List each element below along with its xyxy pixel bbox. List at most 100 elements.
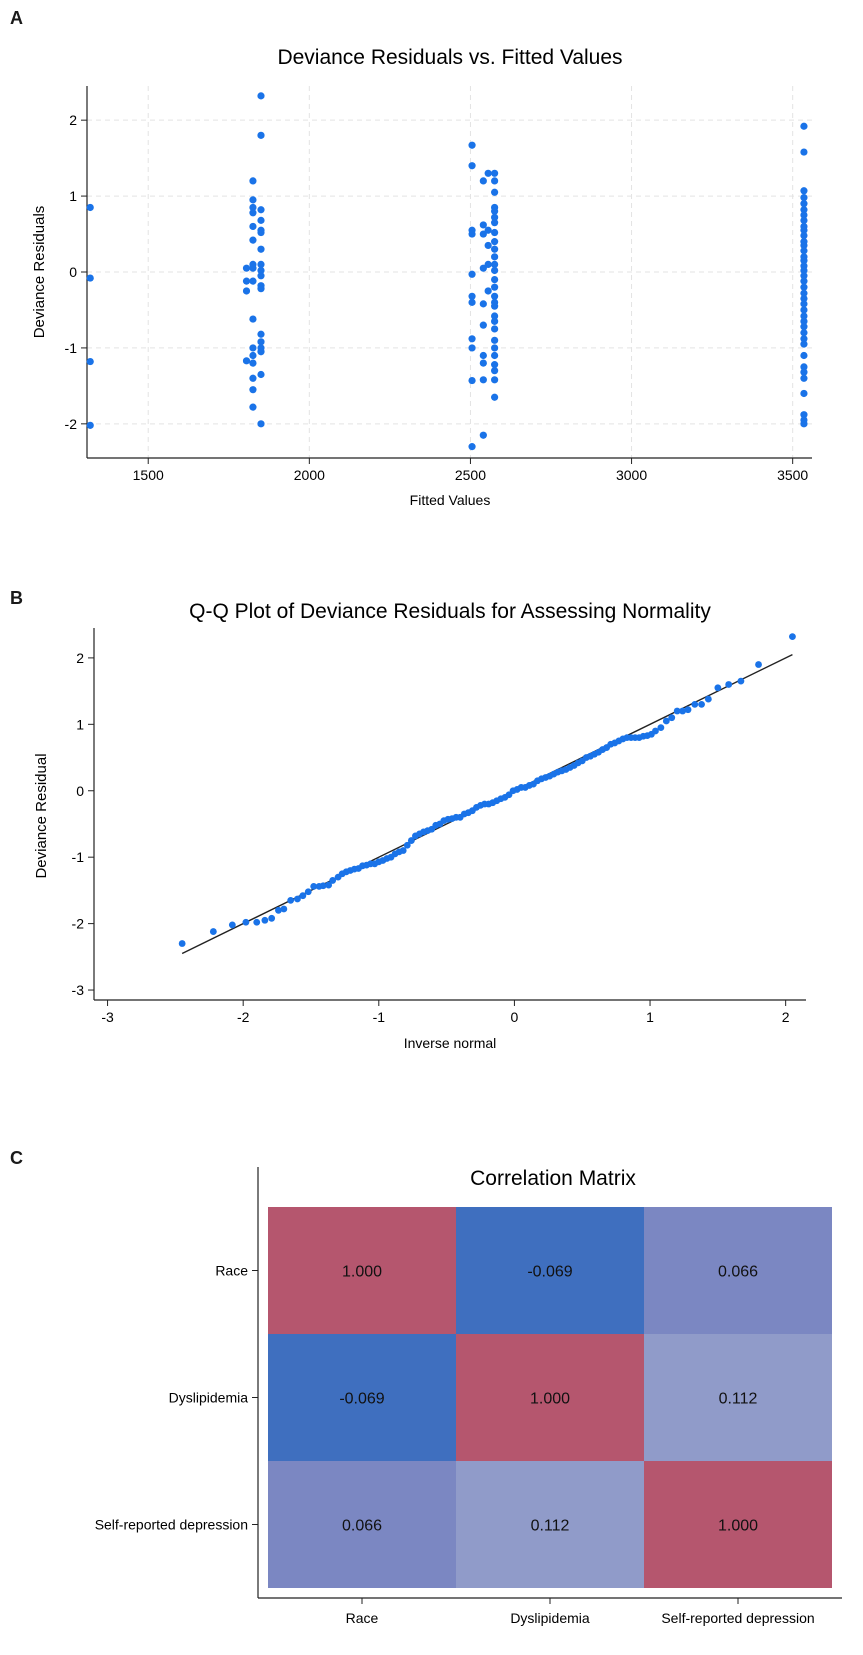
- panel-letter-c: C: [10, 1148, 23, 1168]
- data-point: [280, 905, 288, 913]
- panel-c: C Correlation Matrix 1.000 -0.069 0.066 -0.0…: [0, 1140, 863, 1655]
- data-point: [257, 245, 265, 253]
- data-point: [253, 918, 261, 926]
- data-point: [800, 329, 808, 337]
- data-point: [491, 292, 499, 300]
- data-point: [468, 376, 476, 385]
- data-point: [249, 209, 257, 217]
- y-tick-label: 1: [69, 188, 77, 204]
- heatmap-cell: [456, 1461, 644, 1588]
- data-point: [684, 706, 692, 714]
- data-point: [468, 298, 476, 306]
- data-point: [275, 906, 282, 914]
- data-point: [479, 351, 487, 360]
- data-point: [468, 335, 476, 343]
- x-tick-label: 3000: [616, 467, 647, 483]
- data-point: [242, 277, 251, 285]
- data-point: [491, 283, 499, 291]
- panel-a: A 1500 2000 2500 3000 3500 -2 -1 0 1 2 Deviance Re…: [0, 0, 863, 540]
- data-point: [325, 881, 333, 889]
- cell-value-label: 1.000: [530, 1391, 570, 1408]
- data-point: [800, 194, 808, 202]
- data-point: [242, 357, 251, 365]
- data-point: [257, 206, 265, 214]
- data-point: [698, 700, 705, 708]
- data-point: [479, 431, 487, 439]
- data-point: [800, 266, 808, 275]
- data-point: [491, 361, 499, 369]
- data-point: [652, 727, 659, 735]
- data-point: [800, 306, 808, 314]
- data-point: [679, 707, 686, 715]
- cell-value-label: 0.066: [342, 1518, 382, 1535]
- data-point: [299, 892, 307, 900]
- data-point: [800, 351, 808, 360]
- data-point: [249, 222, 257, 231]
- data-point: [800, 323, 808, 331]
- data-point: [714, 684, 722, 692]
- x-tick-label: 0: [511, 1009, 519, 1025]
- data-point: [407, 837, 415, 844]
- data-point: [319, 882, 327, 890]
- data-point: [257, 285, 265, 293]
- y-category-label: Dyslipidemia: [169, 1390, 249, 1406]
- data-point: [491, 302, 499, 310]
- data-point: [800, 187, 808, 195]
- data-point: [257, 260, 265, 269]
- data-point: [800, 200, 808, 208]
- heatmap-cell: [644, 1334, 832, 1461]
- data-point: [294, 895, 301, 903]
- data-point: [737, 677, 745, 685]
- data-point: [484, 226, 492, 234]
- data-point: [800, 335, 808, 343]
- data-point: [484, 260, 492, 269]
- y-tick-label: -1: [72, 849, 85, 865]
- data-point: [491, 253, 499, 261]
- data-point: [479, 321, 487, 329]
- data-point: [268, 914, 276, 922]
- data-point: [257, 370, 265, 379]
- data-point: [800, 374, 808, 382]
- chart-title: Correlation Matrix: [470, 1167, 636, 1190]
- cell-value-label: 0.112: [719, 1391, 758, 1408]
- data-point: [491, 376, 499, 384]
- data-point: [800, 289, 808, 297]
- data-point: [800, 300, 808, 308]
- data-point: [491, 245, 499, 253]
- data-point: [261, 916, 269, 924]
- heatmap-cell: [268, 1461, 456, 1588]
- data-point: [479, 264, 487, 272]
- data-point: [479, 221, 487, 229]
- data-point: [491, 238, 499, 246]
- data-point: [257, 272, 265, 280]
- data-point: [800, 312, 808, 320]
- data-point: [257, 228, 265, 237]
- data-point: [257, 420, 265, 428]
- data-point: [287, 896, 295, 904]
- y-tick-label: 0: [69, 264, 77, 280]
- data-point: [725, 681, 733, 688]
- panel-letter-b: B: [10, 588, 23, 608]
- data-point: [249, 277, 257, 285]
- panel-b: B -3 -2 -1 0 1 2 -3 -2 -1 0 1 2 Q-Q Plot of Deviance…: [0, 580, 863, 1100]
- y-tick-label: 2: [69, 112, 77, 128]
- residuals-vs-fitted-chart: 1500 2000 2500 3000 3500 -2 -1 0 1 2 Deviance Resi…: [31, 46, 812, 508]
- data-point: [86, 357, 94, 366]
- data-point: [491, 207, 499, 215]
- cell-value-label: 0.066: [718, 1264, 758, 1281]
- y-category-label: Race: [215, 1263, 248, 1279]
- data-point: [491, 325, 499, 333]
- y-tick-label: -2: [72, 916, 85, 932]
- data-point: [468, 141, 476, 149]
- data-point: [491, 344, 499, 352]
- x-axis-label: Inverse normal: [404, 1035, 497, 1051]
- correlation-matrix-chart: Correlation Matrix 1.000 -0.069 0.066 -0.069…: [95, 1167, 842, 1626]
- data-point: [789, 633, 796, 641]
- x-category-label: Race: [346, 1610, 379, 1626]
- data-point: [491, 228, 499, 237]
- data-point: [257, 131, 265, 139]
- data-point: [257, 266, 265, 275]
- data-point: [800, 420, 808, 428]
- cell-value-label: -0.069: [527, 1264, 572, 1281]
- heatmap-cell: [268, 1207, 456, 1334]
